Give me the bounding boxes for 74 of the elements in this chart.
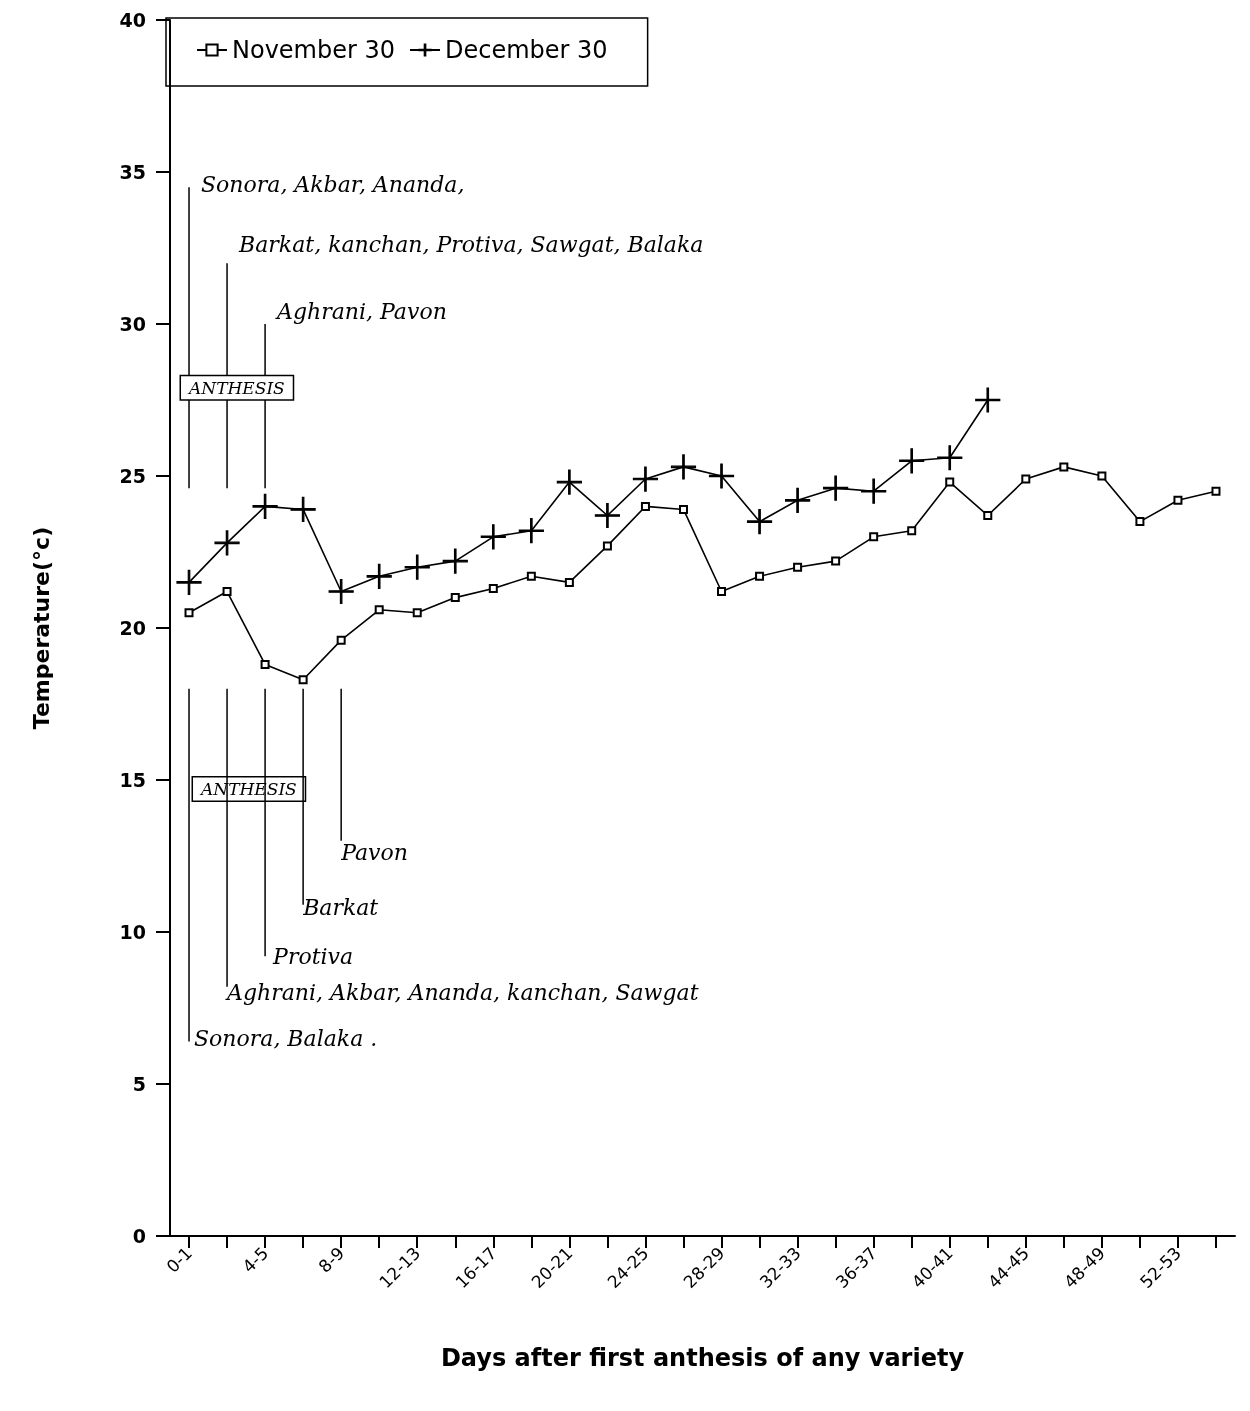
point: [290, 496, 316, 523]
point: [632, 466, 659, 492]
point: [717, 587, 727, 597]
point: [678, 504, 688, 514]
point: [374, 605, 384, 615]
point: [831, 556, 841, 566]
point: [556, 469, 582, 495]
x-tick-label: 0-1: [162, 1242, 197, 1277]
y-tick-label: 15: [119, 769, 146, 791]
point: [746, 509, 773, 535]
legend-label: November 30: [232, 36, 396, 64]
annotation: Barkat: [302, 895, 379, 921]
point: [412, 608, 422, 618]
point: [640, 501, 650, 511]
point: [442, 548, 468, 574]
y-tick-label: 30: [119, 313, 146, 335]
y-tick-label: 0: [132, 1225, 146, 1247]
y-tick-label: 10: [119, 921, 146, 943]
point: [526, 571, 536, 581]
point: [252, 493, 278, 519]
y-tick-label: 25: [119, 465, 146, 487]
annotation: Protiva: [272, 943, 354, 969]
point: [937, 445, 963, 471]
point: [260, 659, 270, 669]
y-tick-label: 5: [132, 1073, 146, 1095]
x-axis-title: Days after first anthesis of any variety: [440, 1344, 965, 1372]
point: [945, 477, 955, 487]
annotation: Sonora, Balaka .: [194, 1025, 378, 1051]
y-axis-title: Temperature(°c): [28, 526, 54, 730]
point: [328, 578, 354, 605]
y-tick-label: 35: [119, 161, 146, 183]
point: [336, 635, 346, 645]
point: [975, 387, 1001, 413]
point: [1211, 486, 1221, 496]
point: [784, 487, 811, 513]
point: [518, 518, 544, 544]
point: [404, 554, 430, 580]
point: [298, 675, 308, 685]
annotation: Pavon: [340, 840, 408, 866]
annotation: Aghrani, Akbar, Ananda, kanchan, Sawgat: [225, 980, 699, 1006]
point: [861, 478, 887, 504]
point: [564, 577, 574, 587]
y-tick-label: 20: [119, 617, 146, 639]
point: [793, 562, 803, 572]
point: [983, 511, 993, 521]
point: [450, 593, 460, 603]
point: [869, 532, 879, 542]
point: [176, 569, 202, 595]
point: [755, 571, 765, 581]
point: [594, 502, 621, 529]
annotation: Aghrani, Pavon: [275, 299, 447, 325]
point: [1097, 471, 1107, 481]
y-tick-label: 40: [119, 9, 146, 31]
point: [602, 541, 612, 551]
point: [899, 448, 925, 474]
point: [1173, 495, 1183, 505]
legend-label: December 30: [445, 36, 608, 64]
annotation: Barkat, kanchan, Protiva, Sawgat, Balaka: [238, 232, 704, 258]
point: [670, 454, 697, 480]
annotation: Sonora, Akbar, Ananda,: [201, 171, 465, 197]
x-tick-label: 4-5: [238, 1242, 273, 1277]
point: [1059, 462, 1069, 472]
point: [488, 583, 498, 593]
point: [708, 463, 735, 489]
x-tick-label: 8-9: [314, 1242, 349, 1277]
point: [907, 526, 917, 536]
point: [366, 563, 392, 589]
point: [184, 608, 194, 618]
point: [222, 587, 232, 597]
point: [1135, 517, 1145, 527]
point: [1021, 474, 1031, 484]
point: [480, 524, 506, 550]
point: [823, 475, 849, 501]
annotation: ANTHESIS: [187, 377, 285, 398]
